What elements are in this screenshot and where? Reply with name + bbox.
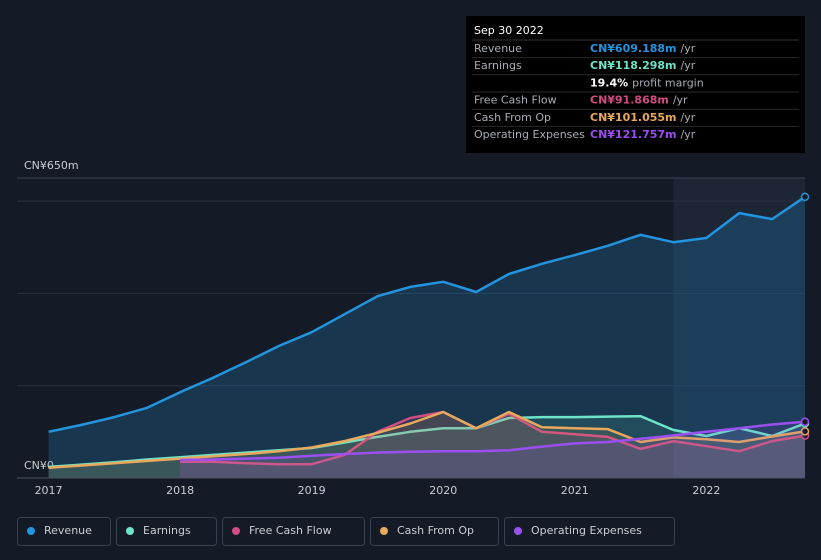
legend-item[interactable]: Revenue	[17, 517, 111, 546]
tooltip-value: CN¥118.298m/yr	[590, 59, 696, 72]
end-dot	[800, 427, 810, 436]
tooltip-value-number: 19.4%	[590, 76, 628, 89]
tooltip-value-number: CN¥91.868m	[590, 94, 669, 107]
tooltip-unit: /yr	[681, 42, 696, 55]
legend-box	[116, 517, 217, 546]
tooltip-unit: profit margin	[632, 76, 704, 89]
plot: CN¥0 CN¥650m 2017 2018 2019 2020 2021 2022	[17, 159, 810, 497]
series-line	[48, 410, 806, 470]
series-area	[180, 412, 806, 478]
tooltip-value: 19.4% profit margin	[590, 76, 704, 89]
tooltip-box	[466, 16, 805, 153]
tooltip-date: Sep 30 2022	[474, 24, 544, 37]
legend-label: Cash From Op	[397, 524, 474, 537]
series-area	[48, 412, 806, 478]
tooltip-value-number: CN¥121.757m	[590, 128, 677, 141]
end-dot	[800, 417, 810, 427]
legend: Revenue Earnings Free Cash Flow Cash From O…	[17, 517, 675, 546]
legend-swatch	[126, 527, 134, 535]
tooltip-value: CN¥91.868m/yr	[590, 94, 688, 107]
y-tick-label: CN¥0	[24, 459, 54, 472]
series-area	[180, 421, 806, 478]
legend-label: Free Cash Flow	[249, 524, 332, 537]
legend-swatch	[514, 527, 522, 535]
tooltip-value: CN¥121.757m/yr	[590, 128, 696, 141]
tooltip-value: CN¥609.188m/yr	[590, 42, 696, 55]
legend-item[interactable]: Free Cash Flow	[222, 517, 365, 546]
legend-item[interactable]: Operating Expenses	[504, 517, 675, 546]
legend-box	[222, 517, 365, 546]
tooltip-value-number: CN¥609.188m	[590, 42, 677, 55]
x-tick-label: 2017	[35, 484, 63, 497]
x-tick-label: 2019	[298, 484, 326, 497]
series-line	[180, 420, 806, 462]
legend-box	[17, 517, 111, 546]
series-line	[48, 414, 806, 469]
series-line	[48, 195, 806, 434]
legend-item[interactable]: Earnings	[116, 517, 217, 546]
tooltip-label: Free Cash Flow	[474, 94, 557, 107]
legend-label: Earnings	[143, 524, 191, 537]
legend-swatch	[380, 527, 388, 535]
x-tick-label: 2020	[429, 484, 457, 497]
x-tick-label: 2022	[692, 484, 720, 497]
end-dot	[800, 192, 810, 202]
tooltip-unit: /yr	[681, 59, 696, 72]
tooltip-unit: /yr	[673, 94, 688, 107]
tooltip-label: Earnings	[474, 59, 522, 72]
tooltip-unit: /yr	[681, 128, 696, 141]
legend-box	[370, 517, 499, 546]
tooltip-label: Cash From Op	[474, 111, 551, 124]
series-area	[48, 196, 806, 479]
tooltip-value-number: CN¥101.055m	[590, 111, 677, 124]
y-tick-label: CN¥650m	[24, 159, 79, 172]
x-tick-label: 2018	[166, 484, 194, 497]
tooltip-unit: /yr	[681, 111, 696, 124]
legend-label: Operating Expenses	[531, 524, 642, 537]
tooltip-value-number: CN¥118.298m	[590, 59, 677, 72]
legend-box	[504, 517, 675, 546]
legend-item[interactable]: Cash From Op	[370, 517, 499, 546]
tooltip-label: Operating Expenses	[474, 128, 585, 141]
tooltip-label: Revenue	[474, 42, 522, 55]
legend-label: Revenue	[44, 524, 92, 537]
tooltip-value: CN¥101.055m/yr	[590, 111, 696, 124]
x-tick-label: 2021	[561, 484, 589, 497]
legend-swatch	[27, 527, 35, 535]
legend-swatch	[232, 527, 240, 535]
tooltip: Sep 30 2022 Revenue CN¥609.188m/yr Earning…	[466, 16, 805, 153]
